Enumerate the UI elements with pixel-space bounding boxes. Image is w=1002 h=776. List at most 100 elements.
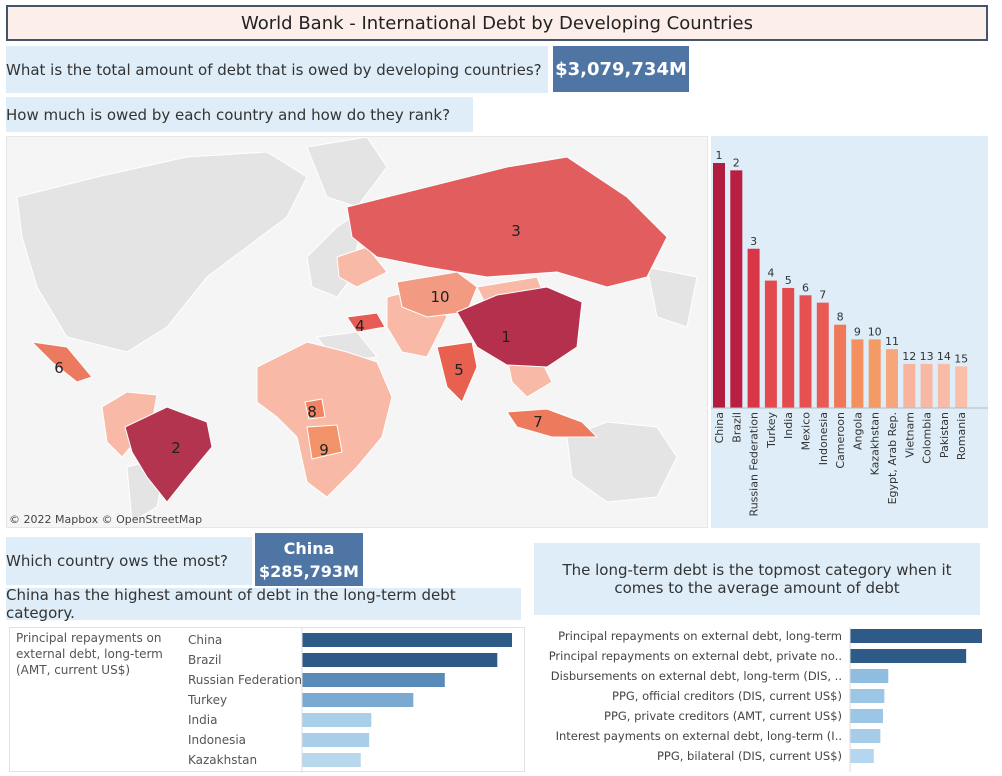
rank-category-6: Mexico <box>800 412 813 451</box>
category-label-4: PPG, private creditors (AMT, current US$… <box>604 709 842 723</box>
country-bar-4[interactable] <box>302 713 372 727</box>
russia-shape <box>346 156 668 288</box>
category-hbar-chart[interactable]: Principal repayments on external debt, l… <box>532 627 990 772</box>
map-rank-4: 4 <box>355 317 365 335</box>
category-bar-1[interactable] <box>850 649 967 663</box>
rank-bar-label-14: 14 <box>937 350 951 363</box>
category-label-3: PPG, official creditors (DIS, current US… <box>612 689 842 703</box>
turkey-shape <box>346 312 386 333</box>
country-bar-1[interactable] <box>302 653 498 667</box>
rank-bar-label-8: 8 <box>837 311 844 324</box>
rank-bar-11[interactable] <box>886 349 898 408</box>
country-label-5: Indonesia <box>188 733 246 747</box>
map-rank-10: 10 <box>430 288 449 306</box>
country-bar-0[interactable] <box>302 633 512 647</box>
rank-bar-4[interactable] <box>764 280 777 408</box>
category-bar-6[interactable] <box>850 749 874 763</box>
rank-bar-panel: 1 China 2 Brazil 3 Russian Federation 4 Turkey 5… <box>711 136 988 528</box>
rank-bar-label-2: 2 <box>733 156 740 169</box>
china-category-panel: Principal repayments on external debt, l… <box>9 627 526 773</box>
map-rank-8: 8 <box>307 403 317 421</box>
rank-bar-8[interactable] <box>834 324 847 408</box>
most-owing-value: $285,793M <box>259 561 359 581</box>
rank-bar-5[interactable] <box>782 287 795 408</box>
country-label-1: Brazil <box>188 653 222 667</box>
most-owing-country: China <box>283 538 335 558</box>
map-svg[interactable]: 1 2 3 4 5 6 7 8 9 10 <box>7 137 708 528</box>
category-label-0: Principal repayments on external debt, l… <box>558 629 842 643</box>
question-most-owing: Which country ows the most? <box>6 537 252 585</box>
rank-bar-label-10: 10 <box>868 325 882 338</box>
rank-bar-1[interactable] <box>713 163 725 408</box>
rank-category-15: Romania <box>955 412 968 460</box>
rank-category-8: Cameroon <box>834 412 847 469</box>
rank-category-14: Pakistan <box>938 412 951 458</box>
rank-category-1: China <box>713 412 726 443</box>
category-bar-4[interactable] <box>850 709 883 723</box>
country-label-4: India <box>188 713 217 727</box>
row-header: Principal repayments on external debt, l… <box>16 631 163 677</box>
country-bar-2[interactable] <box>302 673 445 687</box>
country-bar-6[interactable] <box>302 753 361 767</box>
cameroon-shape <box>304 398 326 420</box>
rank-bar-label-3: 3 <box>750 235 757 248</box>
country-label-6: Kazakhstan <box>188 753 257 767</box>
rank-category-13: Colombia <box>921 412 934 464</box>
eastern-europe-shape <box>336 246 388 288</box>
map-credit: © 2022 Mapbox © OpenStreetMap <box>9 513 203 526</box>
rank-bar-label-15: 15 <box>954 352 968 365</box>
mexico-shape <box>30 341 93 383</box>
total-debt-kpi: $3,079,734M <box>553 46 689 92</box>
debt-map[interactable]: 1 2 3 4 5 6 7 8 9 10 <box>6 136 708 528</box>
rank-bar-10[interactable] <box>868 339 881 408</box>
rank-bar-label-1: 1 <box>716 149 723 162</box>
china-shape <box>456 286 583 368</box>
china-note: China has the highest amount of debt in … <box>6 586 521 622</box>
rank-bar-label-12: 12 <box>902 350 916 363</box>
map-rank-1: 1 <box>501 328 511 346</box>
country-label-0: China <box>188 633 222 647</box>
africa-shape <box>256 341 393 498</box>
map-rank-2: 2 <box>171 439 181 457</box>
country-bar-5[interactable] <box>302 733 370 747</box>
brazil-shape <box>124 406 213 503</box>
rank-bar-14[interactable] <box>937 363 950 408</box>
most-owing-kpi: China $285,793M <box>255 533 363 586</box>
rank-bar-label-6: 6 <box>802 281 809 294</box>
country-bar-3[interactable] <box>302 693 414 707</box>
rank-bar-label-9: 9 <box>854 325 861 338</box>
greenland-shape <box>306 137 388 208</box>
question-total-debt: What is the total amount of debt that is… <box>6 46 548 93</box>
rank-category-12: Vietnam <box>903 412 916 458</box>
category-bar-0[interactable] <box>850 629 982 643</box>
rank-bar-13[interactable] <box>920 363 933 408</box>
category-bar-5[interactable] <box>850 729 881 743</box>
country-hbar-chart[interactable]: China Brazil Russian Federation Turkey India… <box>180 628 526 773</box>
category-label-2: Disbursements on external debt, long-ter… <box>551 669 842 683</box>
question-ranking: How much is owed by each country and how… <box>6 97 473 132</box>
category-label-5: Interest payments on external debt, long… <box>556 729 842 743</box>
category-label-1: Principal repayments on external debt, p… <box>549 649 842 663</box>
north-america-shape <box>16 151 308 353</box>
rank-bar-chart[interactable]: 1 China 2 Brazil 3 Russian Federation 4 Turkey 5… <box>711 136 988 528</box>
rank-bar-9[interactable] <box>851 339 864 408</box>
rank-bar-6[interactable] <box>799 295 812 408</box>
indonesia-shape <box>506 408 599 438</box>
rank-category-7: Indonesia <box>817 412 830 465</box>
rank-bar-12[interactable] <box>903 363 916 408</box>
category-average-panel: Principal repayments on external debt, l… <box>532 627 990 772</box>
asia-north-shape <box>646 266 698 328</box>
australia-shape <box>566 421 678 503</box>
long-term-statement: The long-term debt is the topmost catego… <box>534 543 980 615</box>
rank-bar-7[interactable] <box>816 302 829 408</box>
rank-category-3: Russian Federation <box>748 412 761 516</box>
rank-category-5: India <box>782 412 795 439</box>
category-bar-3[interactable] <box>850 689 885 703</box>
category-bar-2[interactable] <box>850 669 889 683</box>
rank-bar-3[interactable] <box>747 248 760 408</box>
rank-category-10: Kazakhstan <box>869 412 882 475</box>
india-shape <box>436 341 478 403</box>
rank-bar-2[interactable] <box>730 170 743 408</box>
rank-category-4: Turkey <box>765 412 778 449</box>
rank-bar-15[interactable] <box>955 366 968 408</box>
